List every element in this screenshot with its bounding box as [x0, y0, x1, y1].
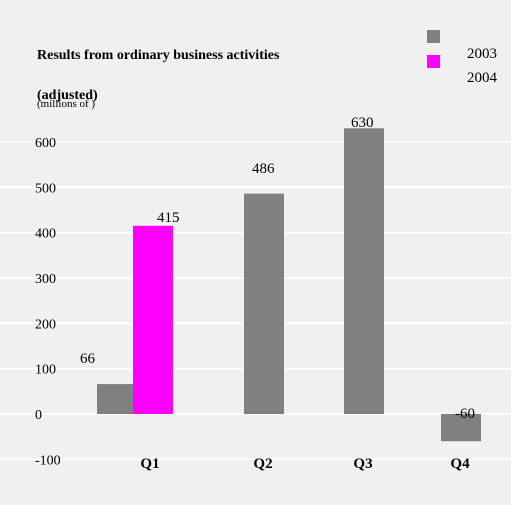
bar-2003-Q1	[97, 384, 137, 414]
x-category-label: Q3	[353, 456, 372, 472]
data-label: 66	[80, 351, 96, 367]
chart-title-line2: (adjusted)	[37, 88, 98, 103]
data-label: 415	[157, 210, 180, 226]
y-tick-label: 600	[35, 136, 56, 151]
chart-title: Results from ordinary business activitie…	[37, 48, 280, 63]
bar-2003-Q2	[244, 193, 284, 414]
legend-swatch-2003	[427, 30, 440, 43]
y-tick-label: 200	[35, 317, 56, 332]
x-category-label: Q1	[140, 456, 159, 472]
legend: 2003 2004	[427, 30, 498, 86]
data-label: 486	[252, 161, 275, 177]
legend-label-2003: 2003	[467, 46, 497, 62]
bar-2003-Q4	[441, 414, 481, 442]
bars	[97, 128, 481, 442]
data-label: -60	[455, 406, 475, 422]
x-category-label: Q4	[450, 456, 470, 472]
unit-label: (millions of )	[37, 98, 95, 110]
legend-swatch-2004	[427, 55, 440, 68]
legend-label-2004: 2004	[467, 70, 498, 86]
y-tick-label: 400	[35, 227, 56, 242]
y-tick-labels: -100 0 100 200 300 400 500 600	[35, 136, 61, 468]
y-tick-label: 300	[35, 272, 56, 287]
y-tick-label: 100	[35, 363, 56, 378]
data-label: 630	[351, 115, 374, 131]
y-tick-label: -100	[35, 453, 61, 468]
y-tick-label: 0	[35, 408, 42, 423]
x-category-labels: Q1 Q2 Q3 Q4	[140, 456, 470, 472]
bar-2004-Q1	[133, 225, 173, 414]
data-labels: 66 415 486 630 -60	[80, 115, 475, 422]
bar-2003-Q3	[344, 128, 384, 415]
y-tick-label: 500	[35, 181, 56, 196]
x-category-label: Q2	[253, 456, 272, 472]
